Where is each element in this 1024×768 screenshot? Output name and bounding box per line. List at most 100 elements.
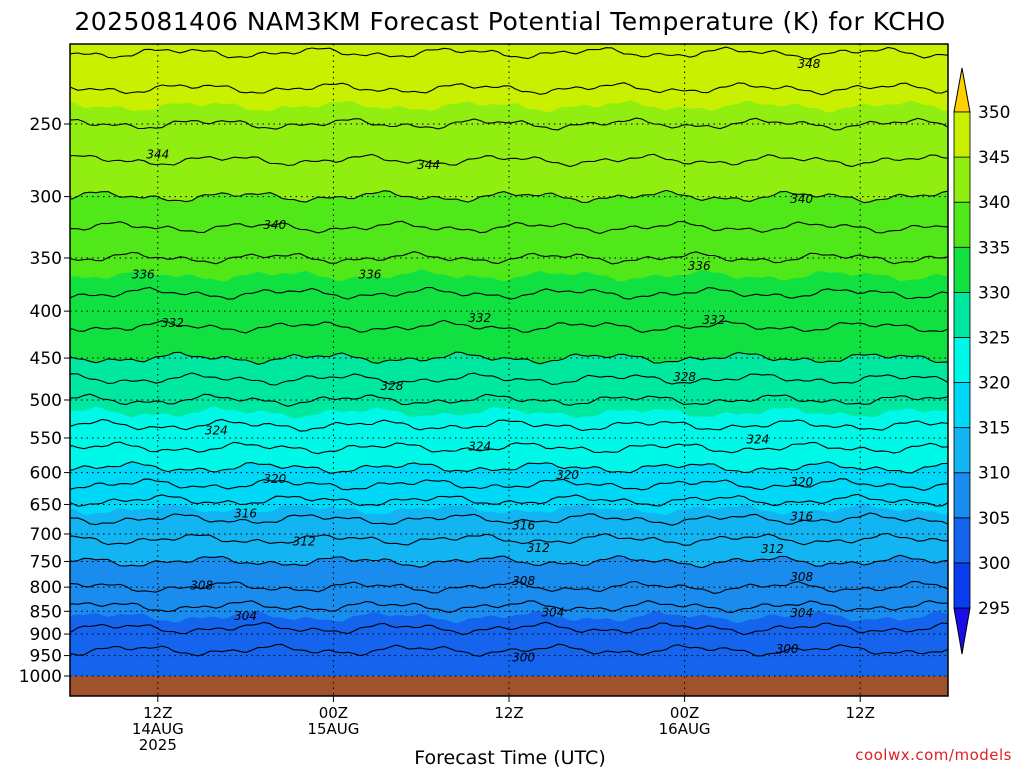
contour-label-308: 308 [190,579,213,593]
contour-label-332: 332 [161,316,184,330]
y-tick-label-650: 650 [30,495,62,515]
y-tick-label-300: 300 [30,188,62,208]
y-tick-label-950: 950 [30,647,62,667]
y-tick-label-500: 500 [30,391,62,411]
grid-lines [70,44,948,696]
isentrope-304 [70,621,948,636]
contour-label-308: 308 [512,574,535,588]
y-tick-label-400: 400 [30,302,62,322]
chart-title: 2025081406 NAM3KM Forecast Potential Tem… [74,7,945,36]
isentrope-308 [70,580,948,594]
colorbar-extend-high [953,67,971,113]
x-axis-label: Forecast Time (UTC) [414,747,605,768]
x-tick-label-42-0: 00Z [670,704,699,722]
y-axis: 250 300 350 400 450 500 550 600 650 700 750 800 850 9… [19,115,70,687]
isentrope-334 [70,286,948,300]
contour-label-312: 312 [293,534,316,548]
contour-label-304: 304 [234,609,257,623]
colorbar: 295 300 305 310 315 320 325 330 335 340 345 350 [953,67,1010,655]
y-tick-label-350: 350 [30,249,62,269]
colorbar-label-350: 350 [978,103,1010,123]
contour-label-332: 332 [702,313,725,327]
isentrope-346 [70,82,948,96]
isentrope-332 [70,319,948,334]
y-tick-label-850: 850 [30,602,62,622]
y-tick-label-250: 250 [30,115,62,135]
colorbar-extend-low [953,607,971,655]
contour-label-304: 304 [790,606,813,620]
colorbar-segment-340 [953,156,971,203]
isentrope-326 [70,393,948,407]
contour-label-320: 320 [263,472,286,486]
y-tick-label-750: 750 [30,552,62,572]
x-tick-label-54-0: 12Z [846,704,875,722]
y-tick-label-800: 800 [30,578,62,598]
contour-label-340: 340 [263,218,286,232]
contour-label-300: 300 [776,642,799,656]
colorbar-segment-295 [953,562,971,609]
contour-label-316: 316 [234,507,257,521]
y-tick-label-1000: 1000 [19,667,62,687]
colorbar-label-330: 330 [978,283,1010,303]
isentrope-348 [70,46,948,60]
isentrope-312 [70,532,948,546]
colorbar-label-315: 315 [978,419,1010,439]
y-tick-label-550: 550 [30,429,62,449]
contour-label-312: 312 [761,542,784,556]
isentrope-302 [70,643,948,657]
contour-label-316: 316 [512,518,535,532]
contour-label-324: 324 [468,440,491,454]
colorbar-label-320: 320 [978,374,1010,394]
colorbar-segment-320 [953,337,971,383]
ground-surface [70,676,948,696]
credit-text: coolwx.com/models [855,746,1012,764]
y-tick-label-600: 600 [30,464,62,484]
isentrope-310 [70,554,948,569]
isentrope-344 [70,117,948,131]
colorbar-label-345: 345 [978,148,1010,168]
y-tick-label-700: 700 [30,525,62,545]
colorbar-segment-315 [953,382,971,429]
temperature-fill [70,44,948,696]
isentrope-322 [70,441,948,455]
colorbar-label-295: 295 [978,599,1010,619]
contour-label-308: 308 [790,570,813,584]
contour-label-324: 324 [205,424,228,438]
colorbar-label-305: 305 [978,509,1010,529]
contour-label-336: 336 [688,259,711,273]
colorbar-segment-310 [953,427,971,474]
contour-label-328: 328 [673,370,696,384]
colorbar-segment-305 [953,472,971,519]
colorbar-segment-335 [953,201,971,248]
band-345 [70,44,948,113]
x-tick-label-18-0: 00Z [319,704,348,722]
contour-label-336: 336 [132,268,155,282]
isentrope-342 [70,153,948,168]
colorbar-segment-345 [953,111,971,158]
colorbar-label-325: 325 [978,328,1010,348]
contour-label-348: 348 [798,57,821,71]
isentrope-314 [70,512,948,526]
contour-label-320: 320 [790,475,813,489]
contour-label-340: 340 [790,192,813,206]
colorbar-label-340: 340 [978,193,1010,213]
isentrope-320 [70,461,948,474]
isentrope-316 [70,493,948,507]
isentrope-306 [70,600,948,614]
x-tick-label-18-1: 15AUG [307,720,359,738]
contour-lines [70,46,948,696]
contour-label-312: 312 [527,541,550,555]
colorbar-segment-300 [953,517,971,564]
y-tick-label-900: 900 [30,625,62,645]
colorbar-label-310: 310 [978,464,1010,484]
x-tick-label-42-1: 16AUG [659,720,711,738]
isentrope-324 [70,418,948,432]
x-tick-label-30-0: 12Z [494,704,523,722]
contour-label-300: 300 [512,651,535,665]
y-tick-label-450: 450 [30,349,62,369]
isentrope-338 [70,220,948,235]
contour-label-316: 316 [790,510,813,524]
contour-label-332: 332 [468,311,491,325]
